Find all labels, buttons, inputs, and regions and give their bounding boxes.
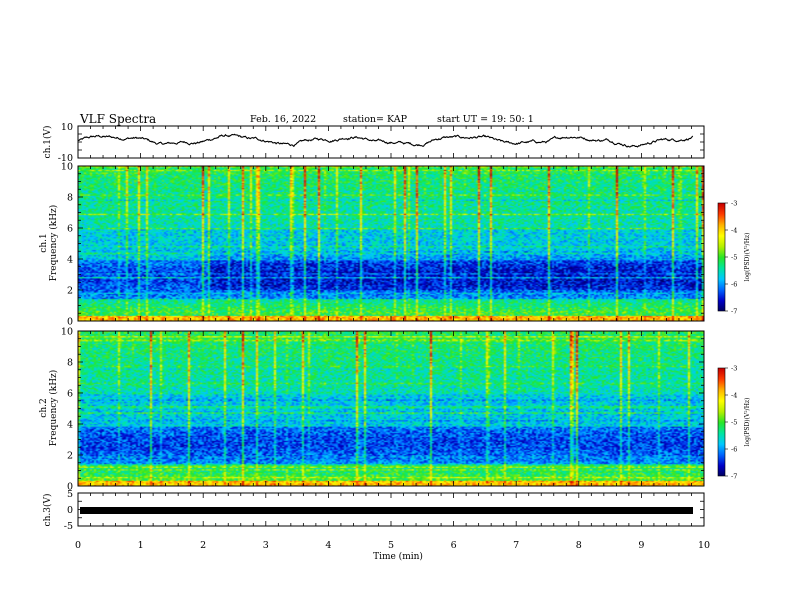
ch2-spectrogram-panel: ch.2 Frequency (kHz) — [39, 330, 705, 487]
colorbar-tick-label: -3 — [731, 365, 737, 373]
x-tick-label: 10 — [698, 540, 710, 551]
ch3-ytick-mid: 0 — [67, 505, 73, 516]
colorbar-tick-label: -7 — [731, 308, 737, 316]
ch2-spectrogram-image — [78, 331, 704, 486]
colorbar-tick-label: -3 — [731, 200, 737, 208]
spectrogram-ytick-label: 2 — [67, 286, 73, 297]
axis-ticks: 0 1 2 3 4 5 6 7 8 9 100246810-3-4-5-6-70246810-3-4… — [61, 125, 737, 551]
ch1-ytick-bottom: -10 — [58, 153, 73, 164]
colorbar-tick-label: -5 — [731, 254, 737, 262]
spectrogram-ytick-label: 0 — [67, 317, 73, 328]
ch1-waveform-line — [77, 133, 694, 148]
x-tick-label: 1 — [138, 540, 144, 551]
spectrogram-ytick-label: 2 — [67, 451, 73, 462]
ch1-spectrogram-panel: ch.1 Frequency (kHz) — [39, 165, 705, 322]
colorbar-tick-label: -7 — [731, 473, 737, 481]
colorbar-tick-label: -4 — [731, 392, 737, 400]
ch1-waveform-panel: 10 -10 ch.1(V) — [42, 122, 705, 164]
x-tick-label: 2 — [200, 540, 206, 551]
ch3-ytick-top: 5 — [67, 489, 73, 500]
figure-title: VLF Spectra — [79, 112, 156, 126]
ch1-frequency-label: Frequency (kHz) — [48, 205, 59, 282]
x-tick-label: 4 — [325, 540, 331, 551]
station-label: station= KAP — [343, 114, 408, 125]
colorbar-tick-label: -6 — [731, 281, 737, 289]
spectrogram-ytick-label: 10 — [61, 162, 73, 173]
spectrogram-ytick-label: 10 — [61, 327, 73, 338]
ch2-frequency-label: Frequency (kHz) — [48, 370, 59, 447]
ch1-ytick-top: 10 — [61, 122, 73, 133]
spectrogram-ytick-label: 4 — [67, 420, 73, 431]
ch2-colorbar-image — [718, 368, 725, 476]
date-label: Feb. 16, 2022 — [250, 114, 316, 125]
ch3-waveform-panel: 5 0 -5 ch.3(V) — [42, 489, 705, 532]
spectrogram-ytick-label: 0 — [67, 482, 73, 493]
x-tick-label: 8 — [576, 540, 582, 551]
colorbar-tick-label: -5 — [731, 419, 737, 427]
x-tick-label: 9 — [638, 540, 644, 551]
x-axis-label: Time (min) — [373, 551, 423, 562]
ch1-waveform-ylabel: ch.1(V) — [42, 126, 53, 159]
ch3-waveform-line — [80, 507, 693, 514]
ch2-colorbar-label: log(PSD)(V²/Hz) — [744, 398, 751, 447]
ch1-colorbar-label: log(PSD)(V²/Hz) — [744, 233, 751, 282]
ch3-ytick-bottom: -5 — [64, 521, 73, 532]
spectrogram-ytick-label: 6 — [67, 389, 73, 400]
x-tick-label: 7 — [513, 540, 519, 551]
x-tick-label: 3 — [263, 540, 269, 551]
x-tick-label: 6 — [451, 540, 457, 551]
ch1-colorbar-image — [718, 203, 725, 311]
spectrogram-ytick-label: 4 — [67, 255, 73, 266]
colorbar-tick-label: -4 — [731, 227, 737, 235]
ch2-channel-label: ch.2 — [39, 398, 49, 417]
ch1-channel-label: ch.1 — [39, 233, 49, 252]
x-tick-label: 5 — [388, 540, 394, 551]
ch3-waveform-ylabel: ch.3(V) — [42, 494, 53, 527]
spectrogram-ytick-label: 8 — [67, 358, 73, 369]
x-tick-label: 0 — [75, 540, 81, 551]
spectrogram-ytick-label: 8 — [67, 193, 73, 204]
colorbar-tick-label: -6 — [731, 446, 737, 454]
start-time-label: start UT = 19: 50: 1 — [437, 114, 534, 125]
ch1-spectrogram-image — [78, 166, 704, 321]
spectrogram-ytick-label: 6 — [67, 224, 73, 235]
